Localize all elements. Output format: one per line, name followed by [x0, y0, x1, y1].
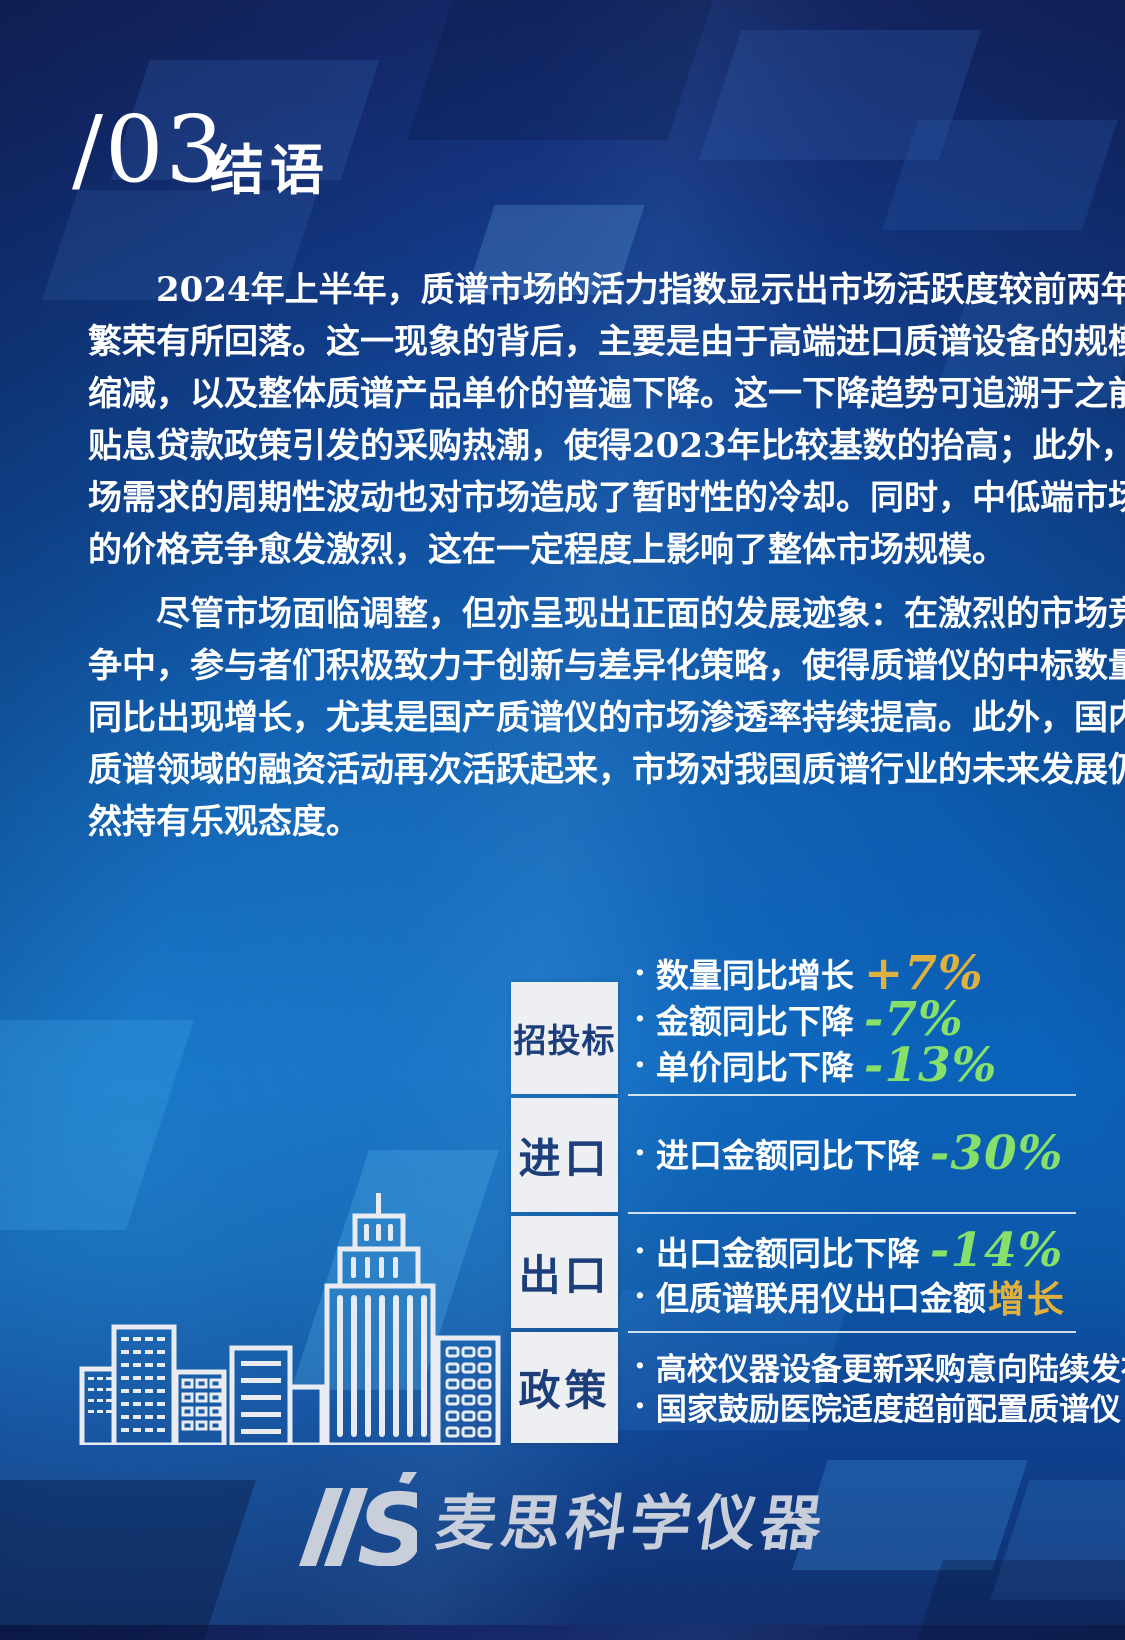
stat-text: 高校仪器设备更新采购意向陆续发布	[655, 1351, 1125, 1388]
category-box-export: 出口	[511, 1216, 618, 1328]
stat-value: -7%	[863, 991, 964, 1047]
stat-row: · 国家鼓励医院适度超前配置质谱仪	[634, 1386, 1125, 1428]
svg-text:S: S	[357, 1472, 417, 1566]
category-label: 进口	[518, 1133, 611, 1183]
paragraph-line: 然持有乐观态度。	[88, 802, 360, 842]
building-window-frames	[181, 1346, 492, 1438]
section-number: /03	[72, 96, 227, 203]
page-title: 结语	[210, 138, 330, 202]
stat-row: · 单价同比下降 -13%	[634, 1038, 997, 1093]
paragraph-line: 同比出现增长，尤其是国产质谱仪的市场渗透率持续提高。此外，国内	[88, 698, 1125, 738]
building-stripes	[241, 1224, 427, 1437]
paragraph-1: 2024年上半年，质谱市场的活力指数显示出市场活跃度较前两年的 繁荣有所回落。这…	[88, 264, 1125, 576]
stat-row: · 出口金额同比下降 -14%	[634, 1223, 1066, 1278]
stats-export: · 出口金额同比下降 -14% · 但质谱联用仪出口金额 增长	[634, 1223, 1066, 1321]
bullet-icon: ·	[634, 1133, 646, 1173]
category-label: 招投标	[513, 1021, 616, 1060]
paragraph-line: 的价格竞争愈发激烈，这在一定程度上影响了整体市场规模。	[88, 530, 1006, 570]
paragraph-line: 缩减，以及整体质谱产品单价的普遍下降。这一下降趋势可追溯于之前	[88, 374, 1125, 414]
stat-value: -30%	[929, 1125, 1064, 1181]
stat-value: -13%	[863, 1037, 998, 1093]
stat-row: · 但质谱联用仪出口金额 增长	[634, 1273, 1066, 1321]
stat-row: · 高校仪器设备更新采购意向陆续发布	[634, 1346, 1125, 1388]
bullet-icon: ·	[634, 1230, 646, 1271]
stat-text: 进口金额同比下降	[655, 1136, 920, 1175]
stat-row: · 数量同比增长 +7%	[634, 946, 997, 1001]
stats-bidding: · 数量同比增长 +7% · 金额同比下降 -7% · 单价同比下降 -13%	[634, 946, 997, 1093]
bg-tile	[882, 120, 1118, 230]
stat-value: 增长	[987, 1276, 1066, 1321]
bg-tile	[407, 0, 713, 140]
bullet-icon: ·	[634, 999, 646, 1039]
bullet-icon: ·	[634, 1045, 646, 1085]
stat-value: +7%	[863, 945, 984, 1001]
section-divider	[628, 1212, 1076, 1214]
stat-text: 单价同比下降	[655, 1048, 854, 1087]
section-divider	[628, 1094, 1076, 1096]
stat-row: · 进口金额同比下降 -30%	[634, 1124, 1063, 1182]
paragraph-line: 质谱领域的融资活动再次活跃起来，市场对我国质谱行业的未来发展仍	[88, 750, 1125, 790]
stat-text: 金额同比下降	[655, 1002, 854, 1041]
stat-text: 出口金额同比下降	[655, 1233, 920, 1273]
paragraph-line: 繁荣有所回落。这一现象的背后，主要是由于高端进口质谱设备的规模	[88, 322, 1125, 362]
bullet-icon: ·	[634, 1346, 646, 1386]
category-box-policy: 政策	[511, 1332, 618, 1443]
city-skyline-illustration	[79, 1193, 501, 1445]
stat-text: 数量同比增长	[655, 956, 854, 995]
bullet-icon: ·	[634, 1386, 646, 1426]
stats-import: · 进口金额同比下降 -30%	[634, 1124, 1063, 1182]
paragraph-line: 2024年上半年，质谱市场的活力指数显示出市场活跃度较前两年的	[156, 270, 1125, 310]
section-divider	[628, 1331, 1076, 1333]
bullet-icon: ·	[634, 953, 646, 993]
stat-value: -14%	[929, 1223, 1064, 1278]
logo-text: 麦思科学仪器	[430, 1488, 831, 1559]
stats-policy: · 高校仪器设备更新采购意向陆续发布 · 国家鼓励医院适度超前配置质谱仪	[634, 1346, 1125, 1428]
ms-logo-icon: S	[298, 1472, 417, 1566]
category-label: 出口	[518, 1250, 611, 1300]
stat-row: · 金额同比下降 -7%	[634, 992, 997, 1047]
footer-logo: S 麦思科学仪器	[0, 1458, 1125, 1578]
bullet-icon: ·	[634, 1275, 646, 1316]
paragraph-line: 尽管市场面临调整，但亦呈现出正面的发展迹象：在激烈的市场竞	[156, 594, 1125, 634]
paragraph-line: 争中，参与者们积极致力于创新与差异化策略，使得质谱仪的中标数量	[88, 646, 1125, 686]
category-label: 政策	[518, 1366, 611, 1415]
stat-text: 国家鼓励医院适度超前配置质谱仪	[655, 1391, 1121, 1428]
building-windows	[88, 1193, 381, 1432]
category-box-import: 进口	[511, 1098, 618, 1212]
building-outlines	[79, 1213, 501, 1445]
paragraph-line: 场需求的周期性波动也对市场造成了暂时性的冷却。同时，中低端市场	[88, 478, 1125, 518]
paragraph-2: 尽管市场面临调整，但亦呈现出正面的发展迹象：在激烈的市场竞 争中，参与者们积极致…	[88, 588, 1125, 848]
paragraph-line: 贴息贷款政策引发的采购热潮，使得2023年比较基数的抬高；此外，市	[88, 426, 1125, 466]
stat-text: 但质谱联用仪出口金额	[655, 1278, 986, 1318]
category-box-bidding: 招投标	[511, 982, 618, 1094]
